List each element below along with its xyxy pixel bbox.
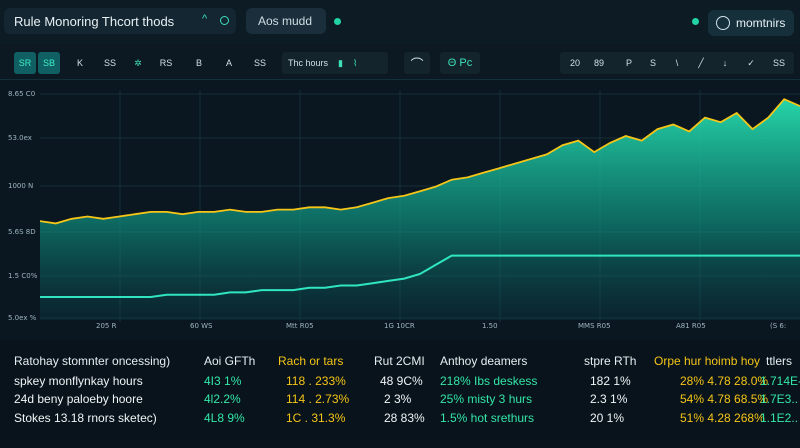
table-header-cell: ttlers [766, 354, 793, 368]
toolbar-right-2[interactable]: 89 [593, 58, 604, 68]
toolbar-button-8[interactable]: SS [253, 58, 266, 68]
y-tick-label: 1000 N [8, 182, 34, 190]
toolbar-right-3[interactable]: P [625, 58, 632, 68]
table-cell: 4l2.2% [204, 392, 241, 406]
search-text: Aos mudd [258, 14, 313, 28]
app-title: Rule Monoring Thcort thods [14, 13, 175, 29]
search-input[interactable]: Aos mudd [246, 8, 326, 34]
price-chart[interactable] [0, 82, 800, 338]
table-header-cell: Ratohay stomnter oncessing) [14, 354, 171, 368]
y-tick-label: 1.5 C0% [8, 272, 38, 280]
toolbar-button-6[interactable]: B [195, 58, 202, 68]
x-tick-label: 1.50 [482, 322, 498, 330]
line-tool-icon[interactable]: ╱ [698, 57, 704, 68]
avatar-icon [716, 16, 730, 30]
app-title-bar[interactable]: Rule Monoring Thcort thods ^ [4, 8, 236, 34]
table-cell: 48 9C% [380, 374, 423, 388]
check-icon[interactable]: ✓ [747, 57, 755, 68]
table-cell: 51% 4.28 268% [680, 411, 765, 425]
timeframe-select[interactable]: Thc hours ▮ ⌇ [282, 52, 388, 74]
toolbar-button-3[interactable]: K [76, 58, 83, 68]
table-cell: 28 83% [384, 411, 425, 425]
series-area-fill [40, 99, 800, 320]
timeframe-label: Thc hours [288, 58, 329, 68]
table-cell: 4L8 9% [204, 411, 245, 425]
table-cell: 25% misty 3 hurs [440, 392, 533, 406]
table-cell: 1.1E2.. [760, 411, 799, 425]
table-cell: 182 1% [590, 374, 631, 388]
top-bar: Rule Monoring Thcort thods ^ Aos mudd mo… [0, 0, 800, 44]
toolbar-button-1[interactable]: SR [14, 52, 36, 74]
table-cell: 1.714E- [760, 374, 800, 388]
table-cell: 54% 4.78 68.5% [680, 392, 769, 406]
table-cell: 24d beny paloeby hoore [14, 392, 143, 406]
table-cell: 20 1% [590, 411, 625, 425]
table-cell: 114 . 2.73% [286, 392, 350, 406]
table-header-cell: stpre RTh [584, 354, 637, 368]
status-indicator-icon [334, 18, 341, 25]
table-cell: 2.3 1% [590, 392, 628, 406]
table-cell: 218% Ibs deskess [440, 374, 538, 388]
y-tick-label: 5.6S 8D [8, 228, 36, 236]
right-toolbar-group [560, 52, 794, 74]
table-cell: spkey monflynkay hours [14, 374, 143, 388]
toolbar-button-4[interactable]: SS [103, 58, 116, 68]
chart-toolbar: SR SB K SS ✲ RS B A SS Thc hours ▮ ⌇ ⌒ Θ… [0, 44, 800, 80]
table-cell: 118 . 233% [286, 374, 346, 388]
bar-chart-icon: ▮ [338, 57, 343, 68]
x-tick-label: A81 R05 [676, 322, 706, 330]
x-tick-label: 1G 10CR [384, 322, 415, 330]
notification-dot-icon [692, 18, 699, 25]
backslash-tool-icon[interactable]: \ [675, 58, 679, 68]
table-header-cell: Anthoy deamers [440, 354, 528, 368]
table-cell: 1C . 31.3% [286, 411, 346, 425]
x-tick-label: Mtt R05 [286, 322, 314, 330]
draw-tool-icon[interactable]: ⌒ [404, 52, 430, 74]
table-cell: 1.5% hot srethurs [440, 411, 535, 425]
user-label: momtnirs [736, 16, 786, 30]
y-tick-label: 8.65 C0 [8, 90, 36, 98]
user-menu-button[interactable]: momtnirs [708, 10, 794, 36]
table-header-cell: Aoi GFTh [204, 354, 256, 368]
table-cell: 2 3% [384, 392, 412, 406]
sparkline-icon: ⌇ [352, 57, 358, 68]
table-cell: Stokes 13.18 rnors sketec) [14, 411, 157, 425]
x-tick-label: 205 R [96, 322, 117, 330]
table-cell: 1.7E3.. [760, 392, 799, 406]
x-tick-label: (S 6: [770, 322, 787, 330]
table-cell: 4I3 1% [204, 374, 242, 388]
settings-icon[interactable]: ✲ [134, 57, 142, 68]
toolbar-right-4[interactable]: S [649, 58, 656, 68]
x-tick-label: 60 WS [190, 322, 213, 330]
y-tick-label: 5.0ex % [8, 314, 37, 322]
arrow-down-icon[interactable]: ↓ [722, 58, 728, 68]
toolbar-button-5[interactable]: RS [159, 58, 173, 68]
table-cell: 28% 4.78 28.0% [680, 374, 769, 388]
record-icon[interactable] [220, 16, 229, 25]
toolbar-button-2[interactable]: SB [38, 52, 60, 74]
series-layer [39, 98, 800, 320]
table-header-cell: Rut 2CMI [374, 354, 425, 368]
toolbar-right-1[interactable]: 20 [569, 58, 580, 68]
series-line [40, 254, 800, 298]
chevron-up-icon[interactable]: ^ [202, 13, 208, 25]
mode-button[interactable]: Θ Pc [440, 52, 480, 74]
table-header-cell: Rach or tars [278, 354, 344, 368]
toolbar-right-9[interactable]: SS [772, 58, 785, 68]
toolbar-button-7[interactable]: A [225, 58, 232, 68]
metrics-table [0, 340, 800, 448]
y-tick-label: 53.0ex [8, 134, 32, 142]
series-line [39, 98, 800, 225]
x-tick-label: MMS R05 [578, 322, 611, 330]
table-header-cell: Orpe hur hoimb hoy [654, 354, 761, 368]
